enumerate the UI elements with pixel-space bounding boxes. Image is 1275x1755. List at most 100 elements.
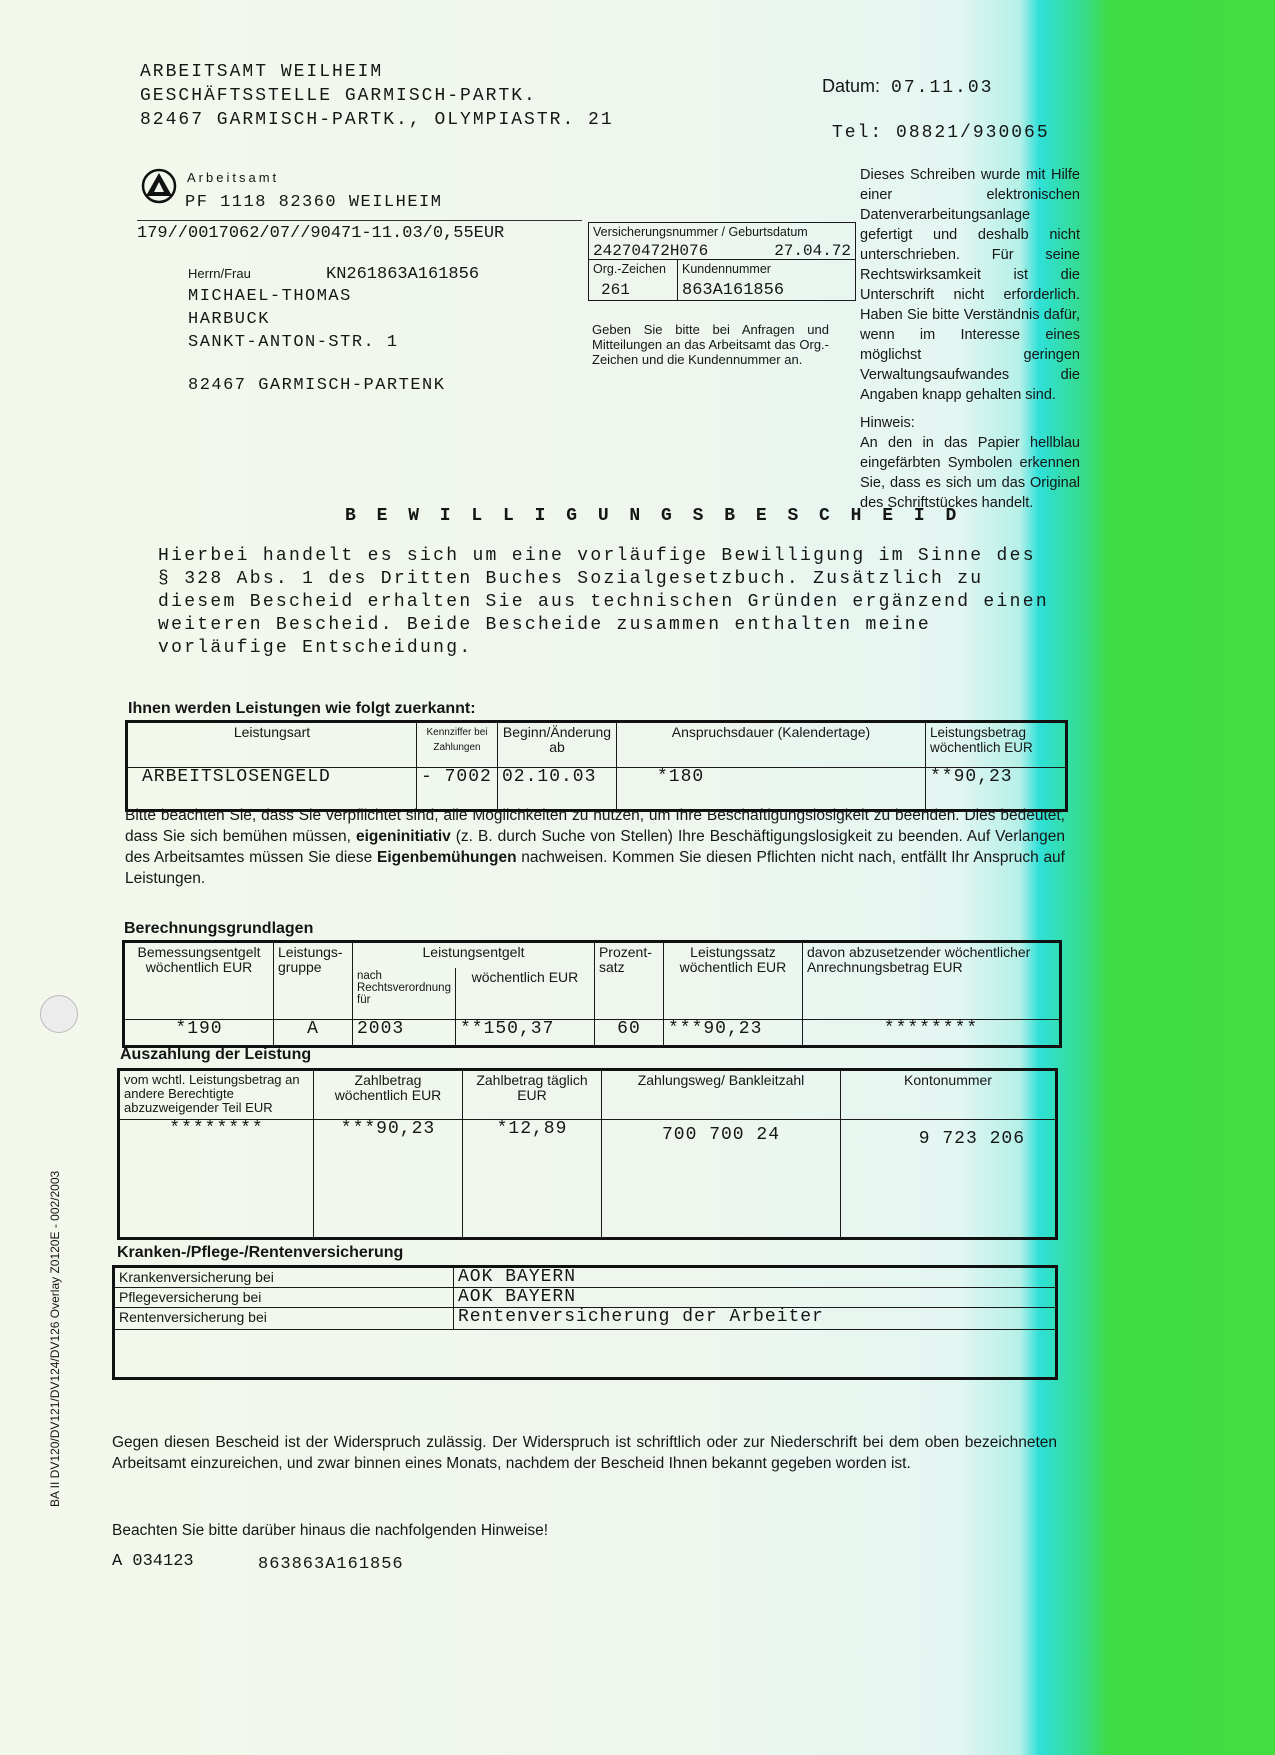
empty-row bbox=[113, 1329, 1057, 1379]
cell-code: - 7002 bbox=[416, 767, 498, 811]
calc-heading: Berechnungsgrundlagen bbox=[124, 920, 314, 937]
obligation-text: nachweisen. Kommen Sie diesen Pflichten … bbox=[125, 849, 1065, 887]
header-cell: davon abzusetzender wöchentlicher Anrech… bbox=[801, 940, 1062, 1021]
cell: ******** bbox=[118, 1119, 314, 1239]
org-label: Org.-Zeichen bbox=[593, 262, 666, 276]
cell-duration: *180 bbox=[616, 767, 926, 811]
appeal-paragraph: Gegen diesen Bescheid ist der Widerspruc… bbox=[112, 1434, 1057, 1472]
tel-label: Tel: bbox=[832, 123, 884, 143]
header-cell: Kennziffer bei Zahlungen bbox=[416, 721, 498, 768]
sender-line: 82467 GARMISCH-PARTK., OLYMPIASTR. 21 bbox=[140, 110, 614, 130]
header-cell: Kontonummer bbox=[840, 1069, 1057, 1120]
id-note: Geben Sie bitte bei Anfragen und Mitteil… bbox=[592, 322, 829, 367]
postage-ref: 179//0017062/07//90471-11.03/0,55EUR bbox=[137, 224, 505, 243]
cell: A bbox=[273, 1019, 353, 1047]
cell: ***90,23 bbox=[662, 1019, 803, 1047]
obligation-text: Bitte beachten Sie, dass Sie verpflichte… bbox=[125, 807, 1065, 845]
salutation: Herrn/Frau bbox=[188, 266, 251, 281]
footer-code: A 034123 bbox=[112, 1552, 194, 1571]
cell: *190 bbox=[123, 1019, 274, 1047]
header-cell: Leistungsentgelt bbox=[352, 940, 595, 968]
id-box: Versicherungsnummer / Geburtsdatum 24270… bbox=[588, 222, 856, 301]
side-note-text: Dieses Schreiben wurde mit Hilfe einer e… bbox=[860, 167, 1080, 403]
header-cell: vom wchtl. Leistungsbetrag an andere Ber… bbox=[118, 1069, 314, 1120]
customer-code: KN261863A161856 bbox=[326, 265, 480, 284]
obligation-paragraph: Bitte beachten Sie, dass Sie verpflichte… bbox=[125, 805, 1065, 889]
cell: 2003 bbox=[352, 1019, 456, 1047]
insurance-values: 24270472H076 27.04.72 bbox=[593, 242, 851, 260]
header-cell: Anspruchsdauer (Kalendertage) bbox=[616, 721, 926, 768]
id-row: Versicherungsnummer / Geburtsdatum 24270… bbox=[588, 222, 856, 260]
recipient: MICHAEL-THOMAS HARBUCK SANKT-ANTON-STR. … bbox=[188, 285, 399, 354]
obligation-bold: Eigenbemühungen bbox=[377, 849, 517, 866]
calc-table: Bemessungsentgelt wöchentlich EUR Leistu… bbox=[122, 940, 1062, 1048]
customer-label: Kundennummer bbox=[682, 262, 771, 276]
insurance-heading: Kranken-/Pflege-/Rentenversicherung bbox=[117, 1244, 404, 1261]
org-cell: Org.-Zeichen 261 bbox=[588, 259, 678, 301]
return-address: PF 1118 82360 WEILHEIM bbox=[185, 193, 443, 212]
header-cell: wöchentlich EUR bbox=[454, 967, 595, 1021]
header-cell: Zahlbetrag täglich EUR bbox=[462, 1069, 602, 1120]
hint-text: An den in das Papier hellblau eingefärbt… bbox=[860, 435, 1080, 511]
cell-label: Pflegeversicherung bei bbox=[113, 1287, 454, 1308]
header-cell: Leistungsart bbox=[126, 721, 417, 768]
hint-label: Hinweis: bbox=[860, 415, 915, 431]
table-row: Rentenversicherung bei Rentenversicherung… bbox=[113, 1307, 1057, 1330]
table-row: Krankenversicherung bei AOK BAYERN bbox=[113, 1266, 1057, 1288]
customer-value: 863A161856 bbox=[682, 281, 785, 300]
footer-number: 863863A161856 bbox=[258, 1555, 404, 1574]
table-row: ******** ***90,23 *12,89 700 700 24 9 72… bbox=[118, 1119, 1057, 1239]
arbeitsamt-logo-icon bbox=[141, 168, 177, 204]
insurance-number: 24270472H076 bbox=[593, 242, 709, 260]
recipient-line: MICHAEL-THOMAS bbox=[188, 287, 352, 306]
recipient-line: SANKT-ANTON-STR. 1 bbox=[188, 333, 399, 352]
tel-field: Tel: 08821/930065 bbox=[832, 123, 1050, 143]
cell-start: 02.10.03 bbox=[497, 767, 617, 811]
cell-label: Rentenversicherung bei bbox=[113, 1307, 454, 1330]
insurance-table: Krankenversicherung bei AOK BAYERN Pflege… bbox=[112, 1265, 1058, 1380]
cell-weekly-amount: **90,23 bbox=[925, 767, 1067, 811]
header-cell: Leistungssatz wöchentlich EUR bbox=[662, 940, 803, 1021]
header-cell: Beginn/Änderung ab bbox=[497, 721, 617, 768]
cell-label: Krankenversicherung bei bbox=[113, 1266, 454, 1288]
table-header-row: vom wchtl. Leistungsbetrag an andere Ber… bbox=[118, 1069, 1057, 1120]
sender-line: ARBEITSAMT WEILHEIM bbox=[140, 62, 384, 82]
logo-text: Arbeitsamt bbox=[187, 170, 280, 185]
date-value: 07.11.03 bbox=[891, 78, 994, 98]
table-row: Pflegeversicherung bei AOK BAYERN bbox=[113, 1287, 1057, 1308]
header-cell: Zahlbetrag wöchentlich EUR bbox=[313, 1069, 463, 1120]
document-title: B E W I L L I G U N G S B E S C H E I D bbox=[345, 506, 962, 526]
benefits-heading: Ihnen werden Leistungen wie folgt zuerka… bbox=[128, 700, 476, 717]
date-label: Datum: bbox=[822, 76, 881, 96]
org-value: 261 bbox=[601, 281, 630, 299]
recipient-city: 82467 GARMISCH-PARTENK bbox=[188, 376, 446, 395]
sender-block: ARBEITSAMT WEILHEIM GESCHÄFTSSTELLE GARM… bbox=[140, 60, 614, 132]
sender-line: GESCHÄFTSSTELLE GARMISCH-PARTK. bbox=[140, 86, 537, 106]
birth-date: 27.04.72 bbox=[774, 242, 851, 260]
address-window: Arbeitsamt PF 1118 82360 WEILHEIM 179//0… bbox=[137, 162, 582, 422]
header-cell: nach Rechtsverordnung für bbox=[352, 967, 456, 1021]
header-cell: Leistungsbetrag wöchentlich EUR bbox=[925, 721, 1067, 768]
customer-cell: Kundennummer 863A161856 bbox=[677, 259, 856, 301]
form-id: BA II DV120/DV121/DV124/DV126 Overlay Z0… bbox=[48, 1170, 62, 1507]
benefits-table: Leistungsart Kennziffer bei Zahlungen Be… bbox=[125, 720, 1068, 812]
payout-heading: Auszahlung der Leistung bbox=[120, 1046, 312, 1063]
payout-table: vom wchtl. Leistungsbetrag an andere Ber… bbox=[117, 1068, 1058, 1240]
obligation-bold: eigeninitiativ bbox=[356, 828, 451, 845]
cell: ***90,23 bbox=[313, 1119, 463, 1239]
intro-paragraph: Hierbei handelt es sich um eine vorläufi… bbox=[158, 546, 1049, 658]
punch-hole bbox=[40, 995, 78, 1033]
cell: 9 723 206 bbox=[840, 1119, 1057, 1239]
header-cell: Leistungs-gruppe bbox=[273, 940, 353, 1021]
table-row: ARBEITSLOSENGELD - 7002 02.10.03 *180 **… bbox=[126, 767, 1067, 811]
cell: *12,89 bbox=[462, 1119, 602, 1239]
divider bbox=[137, 220, 582, 221]
cell-value: AOK BAYERN bbox=[453, 1287, 1057, 1308]
tel-value: 08821/930065 bbox=[896, 123, 1050, 143]
cell: 60 bbox=[593, 1019, 664, 1047]
insurance-label: Versicherungsnummer / Geburtsdatum bbox=[593, 225, 808, 239]
cell: ******** bbox=[801, 1019, 1062, 1047]
header-cell: Zahlungsweg/ Bankleitzahl bbox=[601, 1069, 841, 1120]
notice-text: Beachten Sie bitte darüber hinaus die na… bbox=[112, 1522, 549, 1539]
date-field: Datum: 07.11.03 bbox=[822, 76, 993, 98]
